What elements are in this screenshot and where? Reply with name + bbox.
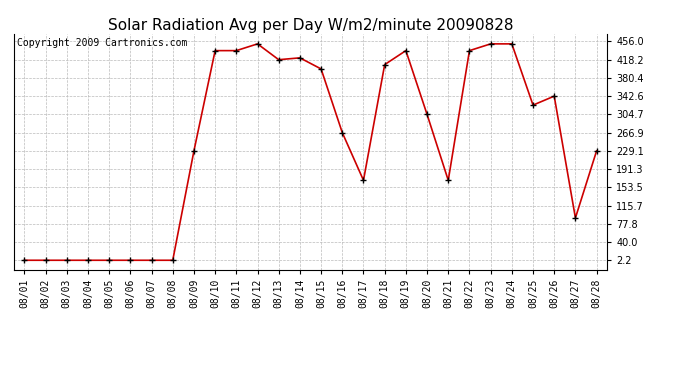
Text: Copyright 2009 Cartronics.com: Copyright 2009 Cartronics.com: [17, 39, 187, 48]
Title: Solar Radiation Avg per Day W/m2/minute 20090828: Solar Radiation Avg per Day W/m2/minute …: [108, 18, 513, 33]
